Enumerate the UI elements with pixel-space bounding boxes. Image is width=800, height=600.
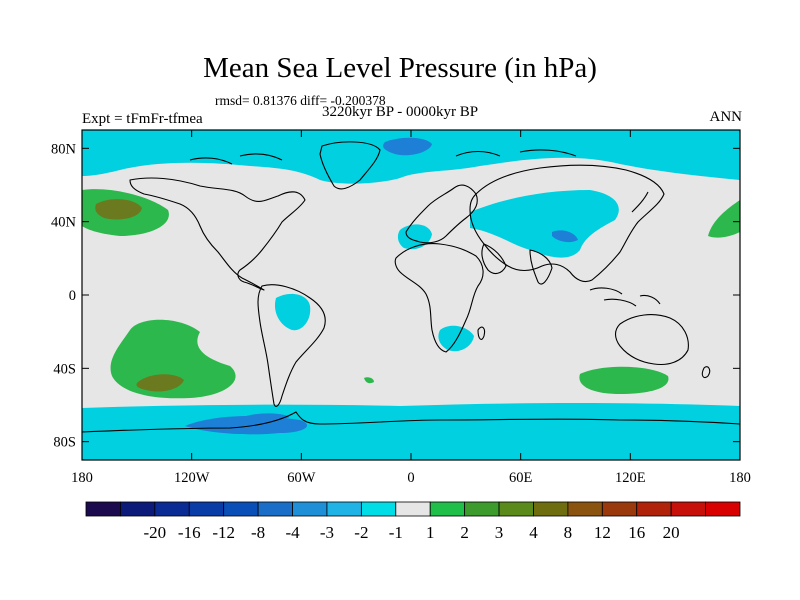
colorbar-label: 20 <box>663 523 680 542</box>
colorbar-swatch <box>464 501 500 517</box>
colorbar-swatch <box>636 501 672 517</box>
colorbar: -20 -16 -12 -8 -4 -3 -2 -1 1 2 3 4 8 12 16 20 <box>85 501 741 542</box>
arctic-cyan-region <box>82 130 740 184</box>
coast-north-america <box>129 177 306 291</box>
colorbar-swatch <box>188 501 225 517</box>
colorbar-label: -2 <box>354 523 368 542</box>
colorbar-label: 3 <box>495 523 504 542</box>
colorbar-label: 2 <box>460 523 469 542</box>
southern-ocean-cyan-band <box>82 403 740 460</box>
colorbar-swatch <box>670 501 706 517</box>
lat-tick-label: 80S <box>53 435 76 451</box>
colorbar-label: 8 <box>564 523 573 542</box>
south-pacific-green-high <box>110 319 236 399</box>
lat-tick-label: 80N <box>51 141 77 157</box>
colorbar-swatch <box>292 501 328 517</box>
coast-japan <box>631 191 649 213</box>
colorbar-swatch <box>85 501 121 517</box>
colorbar-swatch <box>429 501 466 517</box>
colorbar-swatch <box>567 501 603 517</box>
colorbar-label: 4 <box>529 523 538 542</box>
lon-tick-label: 180 <box>729 470 751 486</box>
lon-tick-label: 60W <box>287 470 316 486</box>
colorbar-swatch <box>533 501 569 517</box>
colorbar-swatch <box>705 501 741 517</box>
north-east-pacific-green-patch <box>708 200 740 238</box>
arctic-blue-patch <box>383 137 432 156</box>
coast-madagascar <box>477 326 486 340</box>
south-pacific-olive-core <box>136 374 184 392</box>
north-pacific-olive-core <box>95 199 142 220</box>
colorbar-label: 1 <box>426 523 435 542</box>
coast-arctic-islands <box>189 149 577 165</box>
colorbar-label: -4 <box>285 523 300 542</box>
coast-arabia <box>481 243 507 275</box>
coast-south-america <box>257 284 326 407</box>
south-america-cyan-patch <box>274 293 311 331</box>
southern-ocean-blue-patch-2 <box>240 413 290 421</box>
colorbar-swatch <box>601 501 638 517</box>
colorbar-label: -16 <box>178 523 201 542</box>
colorbar-swatch <box>360 501 397 517</box>
colorbar-swatch <box>120 501 156 517</box>
colorbar-swatch <box>498 501 534 517</box>
lat-tick-label: 0 <box>69 288 76 304</box>
colorbar-label: -20 <box>144 523 167 542</box>
colorbar-label: -12 <box>212 523 235 542</box>
asia-blue-patch <box>552 230 578 243</box>
lon-tick-label: 120W <box>174 470 210 486</box>
coast-africa <box>394 243 484 353</box>
africa-cyan-patch <box>438 325 474 352</box>
coastlines <box>82 141 740 433</box>
lat-tick-label: 40N <box>51 215 77 231</box>
latitude-axis: 80N 40N 0 40S 80S <box>51 141 740 451</box>
colorbar-label: 12 <box>594 523 611 542</box>
colorbar-label: -8 <box>251 523 265 542</box>
rmsd-diff-stats: rmsd= 0.81376 diff= -0.200378 <box>215 93 386 108</box>
lon-tick-label: 60E <box>509 470 533 486</box>
colorbar-label: -3 <box>320 523 334 542</box>
coast-new-zealand <box>701 366 711 379</box>
coast-maritime-asia <box>589 287 661 307</box>
lon-tick-label: 120E <box>615 470 646 486</box>
colorbar-label: 16 <box>628 523 645 542</box>
coast-greenland <box>319 141 381 190</box>
longitude-axis: 180 120W 60W 0 60E 120E 180 <box>71 130 751 486</box>
colorbar-swatch <box>257 501 293 517</box>
season-label: ANN <box>709 109 743 125</box>
coast-india <box>529 249 553 285</box>
coast-antarctica <box>82 411 740 433</box>
experiment-label: Expt = tFmFr-tfmea <box>82 111 203 127</box>
colorbar-swatch <box>326 501 362 517</box>
map-plot-area <box>82 130 740 460</box>
colorbar-swatch <box>395 501 431 517</box>
lon-tick-label: 0 <box>407 470 414 486</box>
south-atlantic-green-dot <box>364 377 374 384</box>
colorbar-label: -1 <box>389 523 403 542</box>
time-period-label: 3220kyr BP - 0000kyr BP <box>322 104 479 120</box>
plot-title: Mean Sea Level Pressure (in hPa) <box>203 52 597 84</box>
lon-tick-label: 180 <box>71 470 93 486</box>
asia-cyan-region <box>470 190 619 258</box>
colorbar-swatch <box>154 501 190 517</box>
indian-ocean-green-high <box>579 366 669 394</box>
colorbar-swatch <box>223 501 259 517</box>
lat-tick-label: 40S <box>53 361 76 377</box>
coast-europe <box>405 184 478 244</box>
coast-australia <box>614 314 689 366</box>
